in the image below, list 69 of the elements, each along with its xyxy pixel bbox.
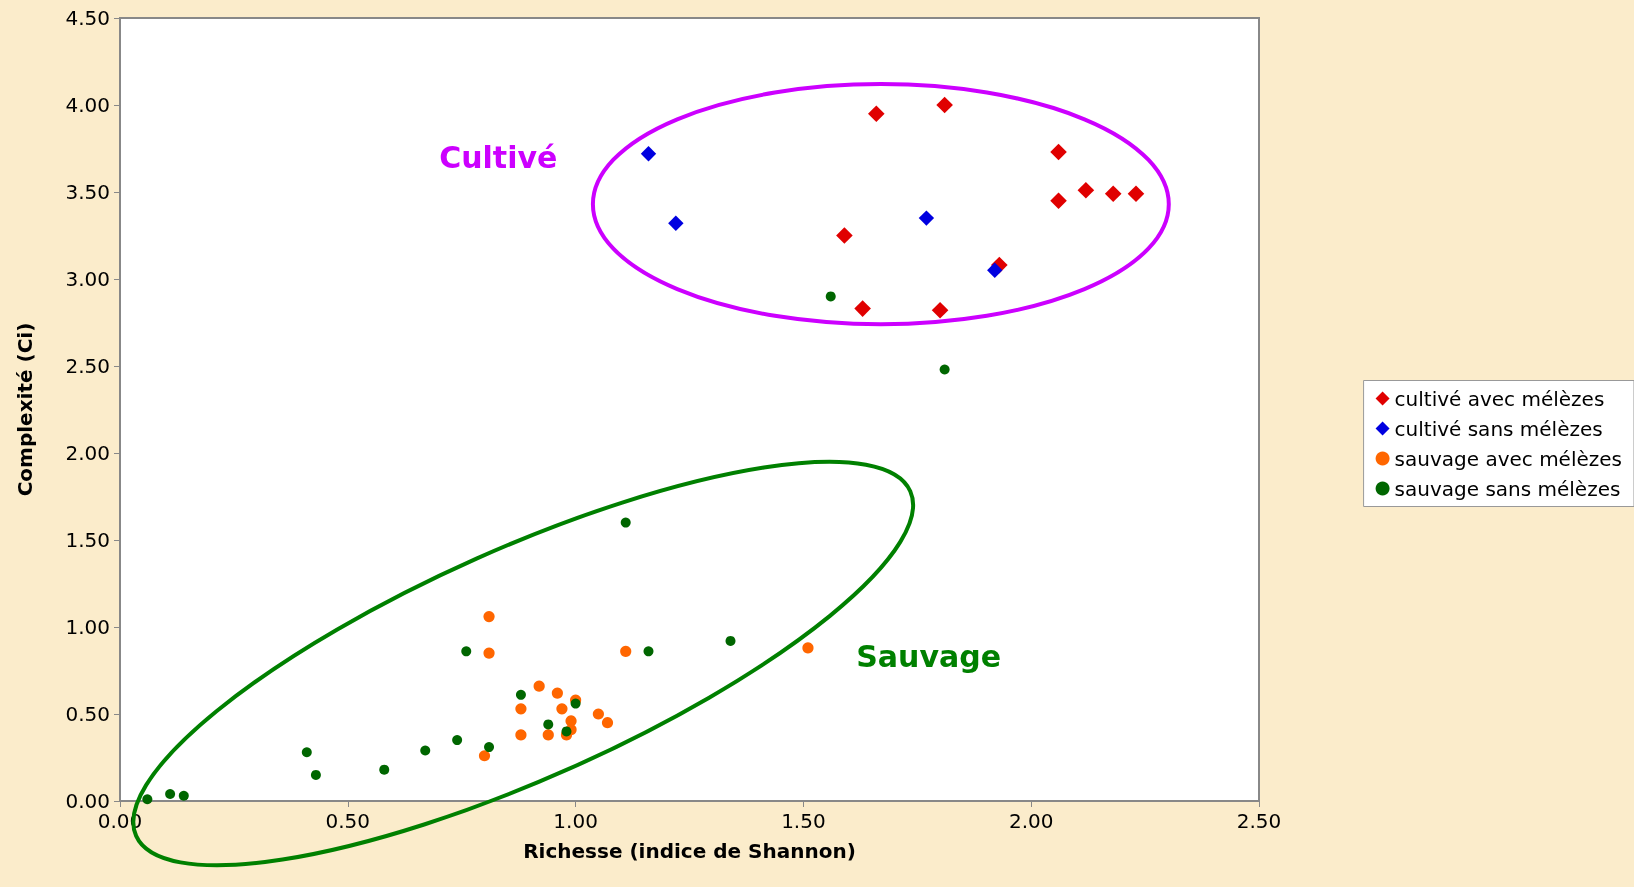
- point: [939, 364, 950, 375]
- annotation: Sauvage: [856, 639, 1002, 675]
- point: [561, 726, 572, 737]
- y-tick-label: 2.50: [65, 354, 110, 378]
- legend-label: cultivé avec mélèzes: [1394, 386, 1605, 411]
- point: [515, 729, 527, 741]
- point: [643, 646, 654, 657]
- legend-label: sauvage sans mélèzes: [1394, 476, 1621, 501]
- point: [802, 642, 814, 654]
- point: [483, 610, 495, 623]
- y-tick-label: 0.50: [65, 702, 110, 726]
- point: [936, 96, 953, 114]
- point: [301, 747, 312, 758]
- point: [570, 698, 581, 709]
- point: [640, 146, 657, 162]
- point: [668, 215, 684, 232]
- point: [556, 703, 568, 715]
- point: [854, 300, 871, 317]
- point: [1104, 185, 1122, 203]
- point: [543, 719, 554, 730]
- y-axis-title: Complexité (Ci): [13, 322, 37, 497]
- point: [1050, 192, 1067, 209]
- x-tick-label: 0.50: [325, 809, 371, 833]
- point: [620, 645, 632, 657]
- point: [987, 262, 1003, 278]
- point: [620, 517, 631, 528]
- legend-label: sauvage avec mélèzes: [1394, 446, 1622, 471]
- point: [142, 794, 153, 805]
- point: [931, 302, 949, 319]
- point: [592, 708, 604, 720]
- annotation: Cultivé: [439, 139, 558, 175]
- point: [868, 105, 885, 122]
- x-tick-label: 2.50: [1236, 809, 1282, 833]
- y-tick-label: 0.00: [65, 789, 110, 813]
- point: [484, 742, 495, 753]
- point: [836, 227, 853, 244]
- y-tick-label: 3.00: [65, 267, 110, 291]
- point: [542, 729, 554, 741]
- point: [461, 646, 472, 657]
- point: [483, 647, 495, 659]
- point: [310, 769, 321, 780]
- point: [825, 291, 836, 302]
- x-tick-label: 2.00: [1008, 809, 1054, 833]
- point: [533, 680, 545, 692]
- point: [178, 790, 189, 801]
- x-tick-label: 1.00: [553, 809, 598, 833]
- point: [918, 210, 935, 226]
- point: [420, 745, 431, 756]
- y-tick-label: 4.50: [65, 6, 110, 30]
- y-tick-label: 1.50: [65, 528, 110, 552]
- y-tick-label: 3.50: [65, 180, 110, 204]
- point: [725, 635, 736, 646]
- point: [379, 764, 390, 775]
- point: [515, 689, 526, 700]
- point: [1050, 143, 1067, 161]
- y-tick-label: 2.00: [65, 441, 110, 465]
- point: [1077, 181, 1095, 199]
- legend-label: cultivé sans mélèzes: [1394, 416, 1603, 441]
- point: [1127, 185, 1145, 203]
- y-tick-label: 1.00: [65, 615, 110, 639]
- point: [165, 789, 176, 800]
- x-tick-label: 1.50: [781, 809, 826, 833]
- y-tick-label: 4.00: [65, 93, 110, 117]
- point: [601, 717, 614, 729]
- point: [515, 703, 527, 715]
- point: [452, 735, 463, 746]
- point: [478, 750, 491, 762]
- x-axis-title: Richesse (indice de Shannon): [523, 839, 856, 863]
- point: [551, 687, 563, 699]
